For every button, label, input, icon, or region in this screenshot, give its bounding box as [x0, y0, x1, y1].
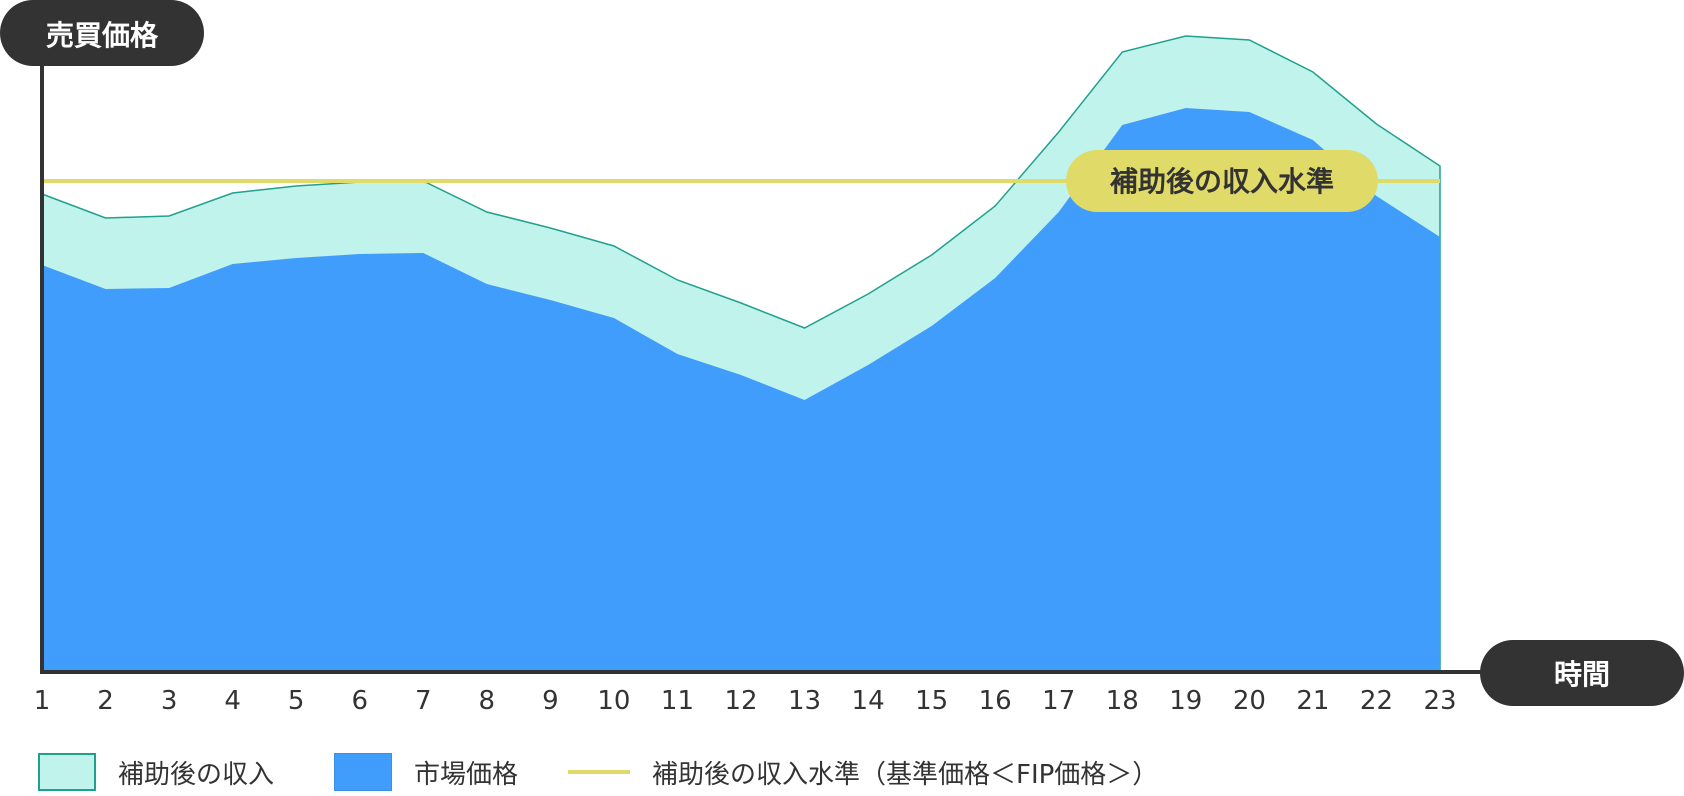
- x-tick-label: 20: [1233, 686, 1266, 716]
- legend-item-subsidized-income: 補助後の収入: [38, 748, 274, 796]
- x-tick-label: 8: [479, 686, 496, 716]
- x-tick-label: 11: [661, 686, 694, 716]
- x-tick-label: 2: [97, 686, 114, 716]
- x-tick-label: 13: [788, 686, 821, 716]
- legend-item-income-level: 補助後の収入水準（基準価格＜FIP価格＞）: [568, 748, 1158, 796]
- x-axis-label-bg: [1480, 640, 1684, 706]
- x-tick-label: 15: [915, 686, 948, 716]
- x-tick-label: 17: [1042, 686, 1075, 716]
- x-axis-label: 時間: [1554, 658, 1610, 691]
- legend-swatch-market-price: [334, 753, 392, 791]
- x-tick-label: 9: [542, 686, 559, 716]
- x-tick-label: 5: [288, 686, 305, 716]
- x-tick-label: 21: [1296, 686, 1329, 716]
- chart: 補助後の収入水準 1 2 3 4 5 6 7 8 9 10 11 12 13 14 15 16 17 18 19 20…: [0, 0, 1684, 716]
- line-subsidized-income: [41, 35, 1441, 672]
- area-market-price: [42, 108, 1440, 672]
- reference-line-group: 補助後の収入水準: [42, 150, 1440, 212]
- x-tick-label: 22: [1360, 686, 1393, 716]
- x-tick-labels: 1 2 3 4 5 6 7 8 9 10 11 12 13 14 15 16 17 18 19 20 21 22 23: [34, 686, 1457, 716]
- reference-line-label-bg: [1066, 150, 1378, 212]
- areas-group: [41, 35, 1441, 672]
- x-tick-label: 19: [1169, 686, 1202, 716]
- legend-label-subsidized-income: 補助後の収入: [118, 759, 275, 790]
- x-tick-label: 6: [351, 686, 368, 716]
- x-tick-label: 14: [852, 686, 885, 716]
- axes-group: [40, 50, 1500, 674]
- legend-line-income-level: [568, 770, 630, 774]
- x-tick-label: 23: [1423, 686, 1456, 716]
- legend-label-income-level: 補助後の収入水準（基準価格＜FIP価格＞）: [652, 759, 1159, 790]
- legend-label-market-price: 市場価格: [414, 759, 519, 790]
- legend: 補助後の収入 市場価格 補助後の収入水準（基準価格＜FIP価格＞）: [0, 748, 1684, 796]
- y-axis-label-bg: [0, 0, 204, 66]
- legend-item-market-price: 市場価格: [334, 748, 518, 796]
- x-tick-label: 4: [224, 686, 241, 716]
- x-tick-label: 1: [34, 686, 51, 716]
- x-tick-label: 3: [161, 686, 178, 716]
- x-tick-label: 12: [724, 686, 757, 716]
- x-tick-label: 7: [415, 686, 432, 716]
- x-tick-label: 16: [979, 686, 1012, 716]
- y-axis-label: 売買価格: [46, 19, 159, 52]
- x-tick-label: 18: [1106, 686, 1139, 716]
- legend-swatch-subsidized-income: [38, 753, 96, 791]
- reference-line-label: 補助後の収入水準: [1109, 165, 1334, 198]
- x-tick-label: 10: [597, 686, 630, 716]
